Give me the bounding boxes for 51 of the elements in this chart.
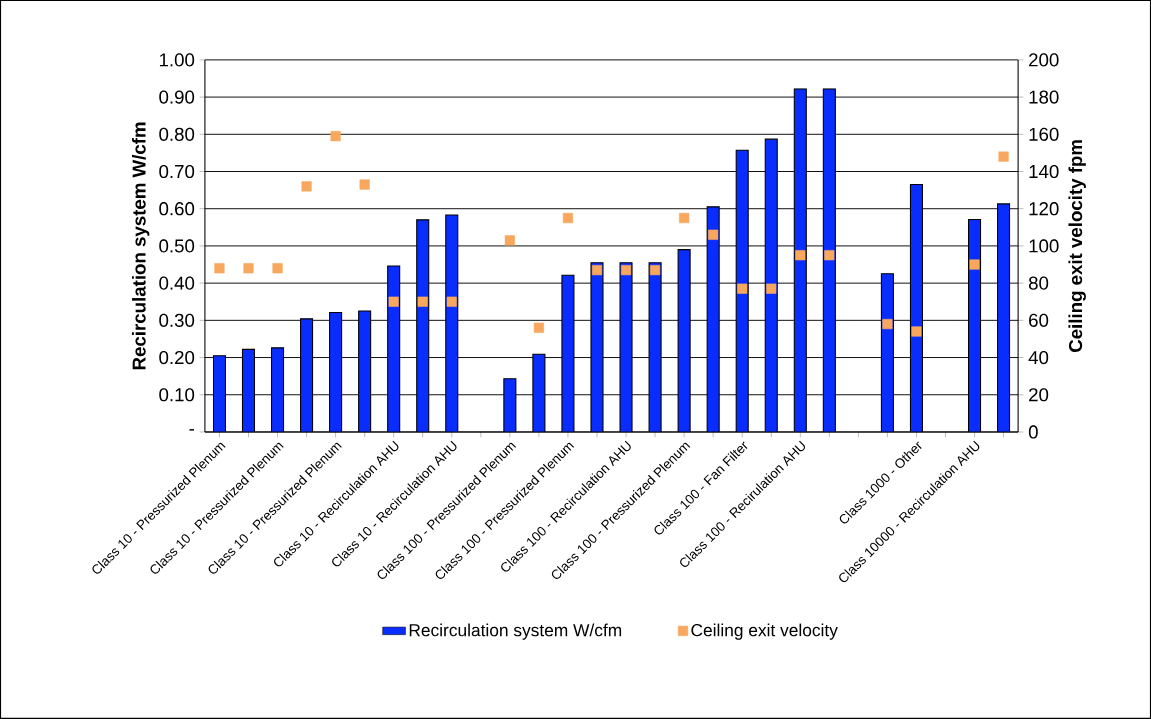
point (330, 131, 341, 142)
point (998, 151, 1009, 162)
y-tick-label: 1.00 (159, 53, 195, 67)
point (243, 263, 254, 274)
point (620, 265, 632, 276)
point (679, 212, 690, 224)
y-tick-label: - (189, 429, 195, 431)
y2-tick-label: 0 (1028, 425, 1038, 439)
y2-tick-label: 40 (1028, 350, 1049, 365)
y-axis-title: Recirculation system W/cfm (131, 122, 150, 370)
point (591, 265, 603, 276)
point (795, 250, 806, 261)
point (359, 179, 370, 190)
y-tick-label: 0.60 (159, 202, 195, 216)
point (766, 283, 777, 294)
point (562, 212, 574, 224)
y-tick-label: 0.20 (159, 350, 195, 365)
point (737, 283, 748, 294)
y2-tick-label: 20 (1029, 388, 1049, 402)
y2-tick-label: 60 (1029, 313, 1049, 327)
point (301, 181, 312, 192)
point (388, 296, 399, 307)
point (650, 265, 661, 276)
y-tick-label: 0.70 (159, 164, 195, 179)
point (824, 250, 835, 261)
point (533, 322, 544, 333)
y2-tick-label: 140 (1029, 164, 1059, 179)
y-tick-label: 0.50 (159, 239, 195, 253)
y-tick-label: 0.80 (159, 127, 195, 141)
point (969, 259, 980, 270)
y2-axis-title: Ceiling exit velocity fpm (1068, 140, 1086, 353)
point (882, 319, 893, 330)
y2-tick-label: 180 (1029, 90, 1059, 104)
y-tick-label: 0.90 (159, 90, 195, 104)
y-tick-label: 0.30 (159, 313, 195, 327)
point (272, 263, 283, 274)
point (708, 229, 719, 240)
legend-label: Ceiling exit velocity (691, 623, 838, 640)
point (504, 235, 515, 246)
y2-tick-label: 80 (1028, 276, 1049, 290)
point (417, 296, 428, 307)
y-tick-label: 0.40 (159, 276, 195, 290)
point (446, 296, 457, 307)
y2-tick-label: 200 (1029, 53, 1059, 67)
point (911, 326, 922, 337)
y2-tick-label: 160 (1029, 127, 1059, 141)
y2-tick-label: 100 (1029, 239, 1059, 253)
point (214, 263, 225, 274)
legend-label: Recirculation system W/cfm (409, 623, 622, 640)
y-tick-label: 0.10 (159, 388, 195, 402)
y2-tick-label: 120 (1029, 202, 1059, 216)
